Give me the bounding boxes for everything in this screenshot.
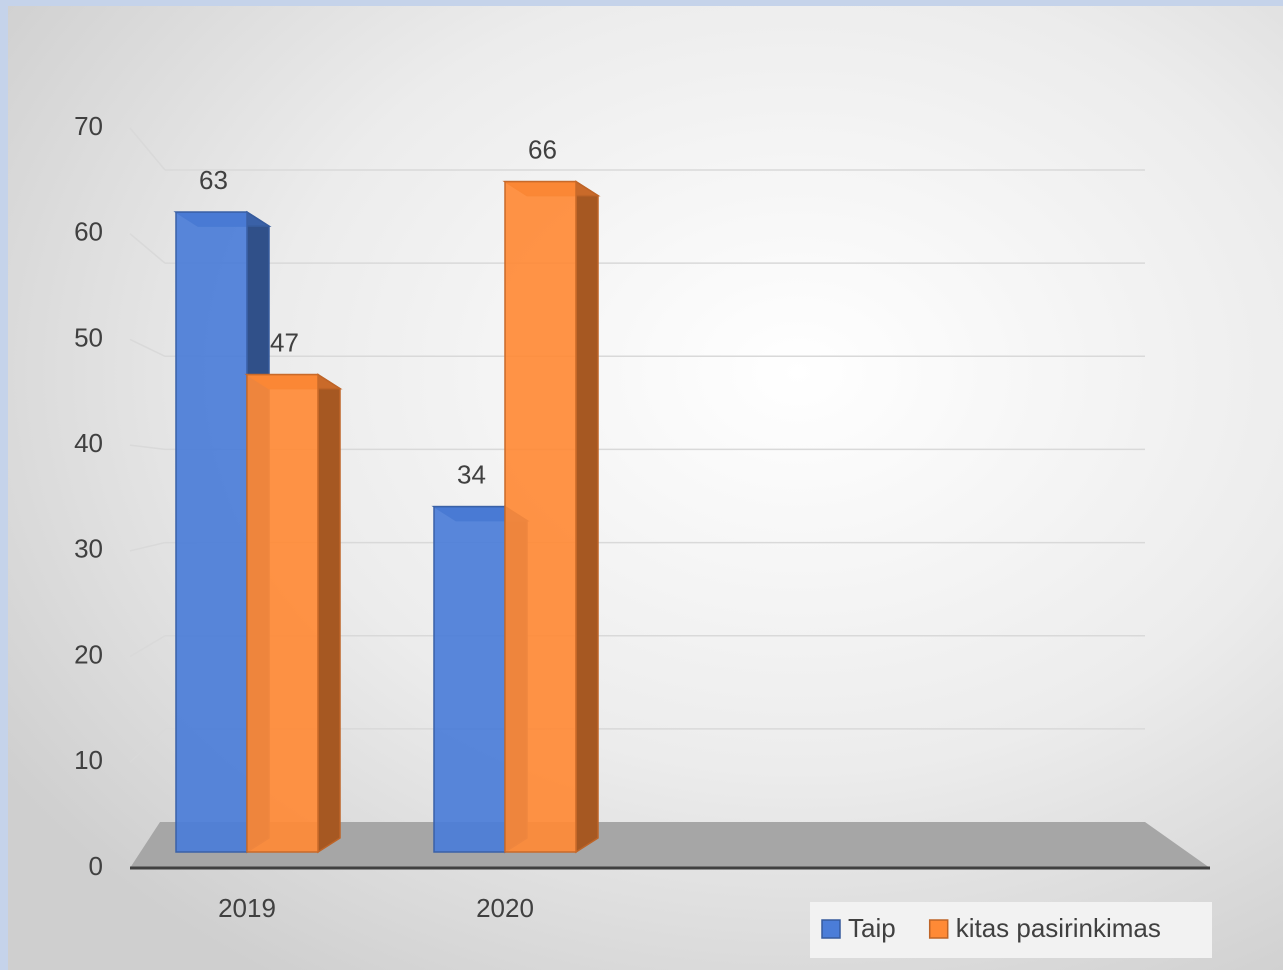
bar — [175, 211, 248, 853]
grid-connector — [129, 127, 166, 171]
legend-swatch — [928, 919, 949, 939]
y-tick-label: 0 — [89, 851, 103, 881]
bar-side — [575, 180, 599, 854]
data-label: 66 — [528, 135, 557, 165]
y-tick-label: 20 — [74, 639, 103, 669]
grid-connector — [129, 233, 166, 264]
bar — [504, 180, 577, 853]
data-label: 34 — [457, 460, 486, 490]
y-tick-label: 40 — [74, 428, 103, 458]
bar — [433, 505, 506, 853]
grid-connector — [129, 444, 166, 451]
grid-connector — [129, 541, 166, 552]
y-tick-label: 50 — [74, 322, 103, 352]
legend-swatch — [821, 919, 841, 939]
y-tick-label: 30 — [74, 534, 103, 564]
data-label: 63 — [199, 165, 228, 195]
legend-label: Taip — [848, 913, 896, 943]
y-tick-label: 10 — [74, 745, 103, 775]
floor — [130, 822, 1210, 868]
grid-connector — [129, 728, 166, 763]
x-tick-label: 2019 — [218, 893, 276, 923]
y-tick-label: 70 — [74, 111, 103, 141]
bar-side — [317, 373, 341, 854]
x-tick-label: 2020 — [476, 893, 534, 923]
y-tick-label: 60 — [74, 217, 103, 247]
grid-connector — [129, 338, 166, 357]
bar — [246, 373, 319, 853]
legend-box — [810, 902, 1212, 958]
data-label: 47 — [270, 327, 299, 357]
grid-connector — [129, 635, 166, 658]
legend-label: kitas pasirinkimas — [956, 913, 1161, 943]
